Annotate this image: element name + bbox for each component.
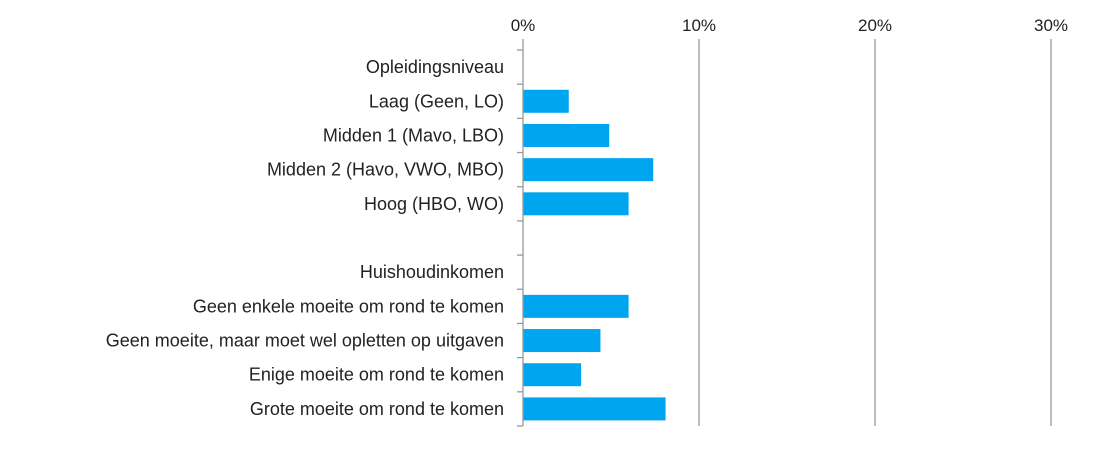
category-label: Enige moeite om rond te komen bbox=[249, 365, 504, 385]
x-tick-label: 0% bbox=[511, 16, 536, 35]
category-label: Laag (Geen, LO) bbox=[369, 91, 504, 111]
category-labels: Opleidingsniveau Laag (Geen, LO) Midden 1 … bbox=[106, 57, 504, 419]
bar bbox=[523, 329, 601, 353]
category-label: Midden 2 (Havo, VWO, MBO) bbox=[267, 160, 504, 180]
x-tick-label: 30% bbox=[1034, 16, 1068, 35]
gridlines bbox=[698, 39, 1052, 426]
category-label: Geen moeite, maar moet wel opletten op u… bbox=[106, 331, 504, 351]
value-axis-ticks: 0% 10% 20% 30% bbox=[511, 16, 1068, 35]
bar bbox=[523, 89, 569, 113]
category-label: Huishoudinkomen bbox=[360, 262, 504, 282]
category-label: Geen enkele moeite om rond te komen bbox=[193, 296, 504, 316]
category-label: Midden 1 (Mavo, LBO) bbox=[323, 125, 504, 145]
category-label: Hoog (HBO, WO) bbox=[364, 194, 504, 214]
bars bbox=[523, 89, 666, 421]
bar bbox=[523, 123, 610, 147]
bar bbox=[523, 158, 654, 182]
x-tick-label: 20% bbox=[858, 16, 892, 35]
bar bbox=[523, 397, 666, 421]
x-tick-label: 10% bbox=[682, 16, 716, 35]
bar bbox=[523, 294, 629, 318]
bar bbox=[523, 363, 582, 387]
category-label: Opleidingsniveau bbox=[366, 57, 504, 77]
category-axis bbox=[517, 39, 524, 427]
bar bbox=[523, 192, 629, 216]
category-label: Grote moeite om rond te komen bbox=[250, 399, 504, 419]
